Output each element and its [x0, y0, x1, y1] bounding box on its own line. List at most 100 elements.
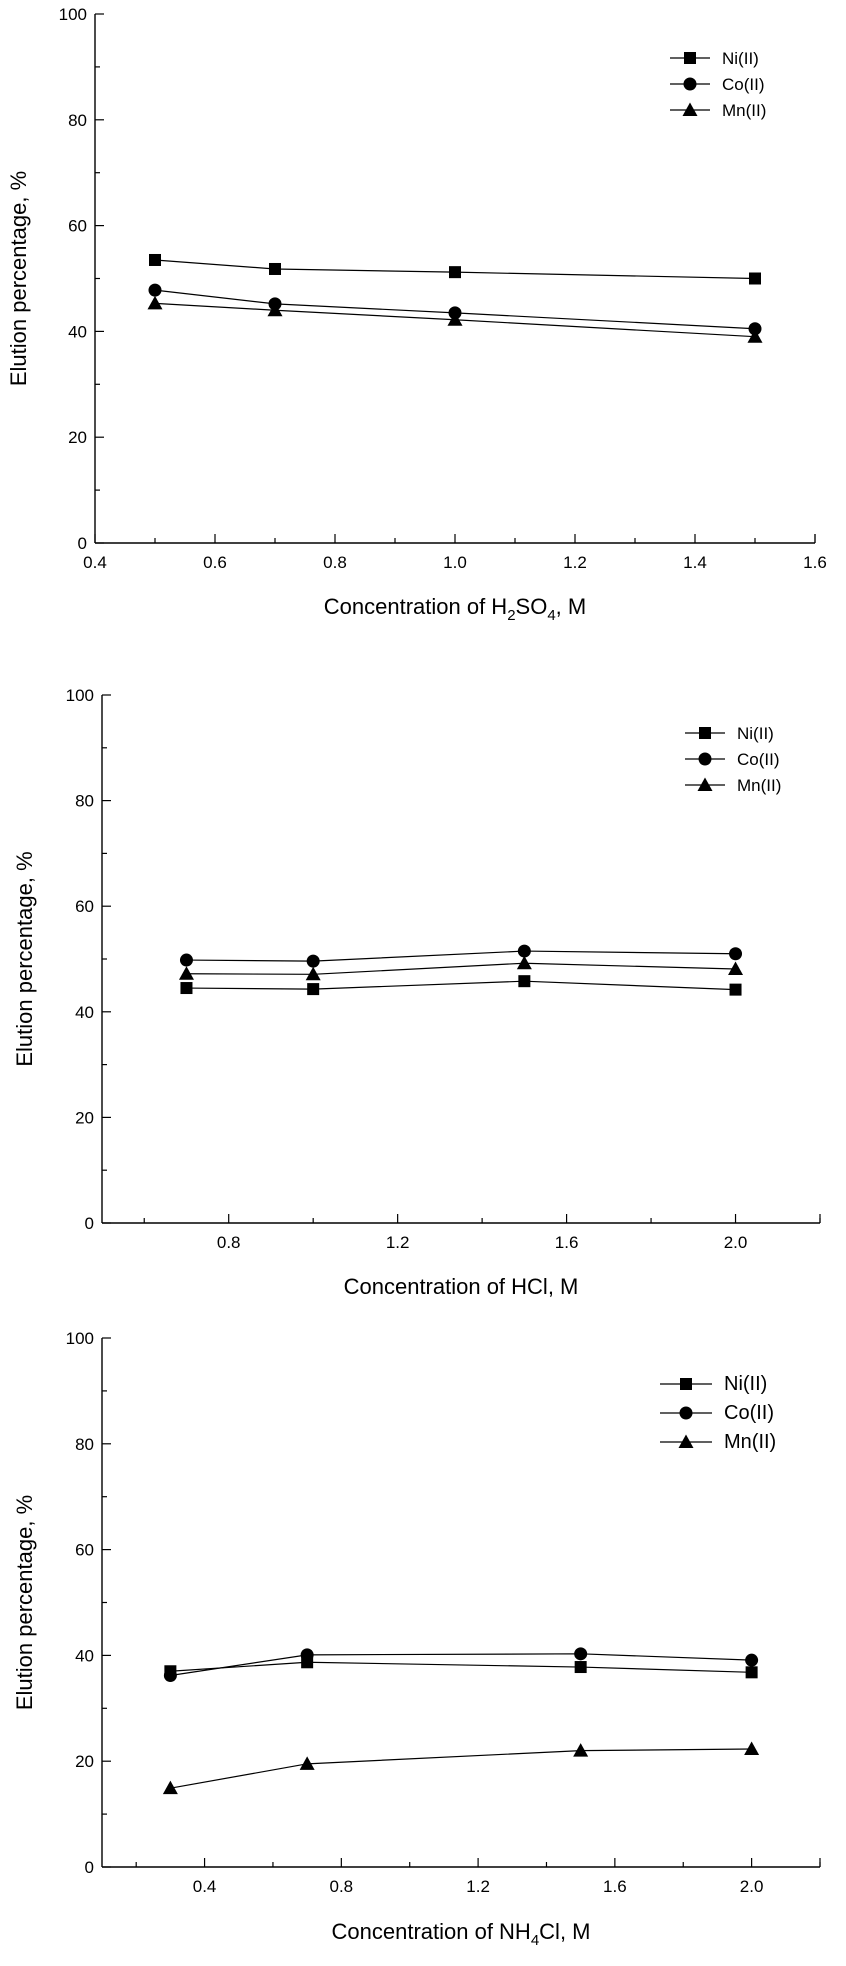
chart-3: 0 20 40 60 80 100 0.4 0.8 1.2 1.6 2.0 Ni(II) Co(II) M…	[12, 1329, 821, 1949]
data-point-square	[749, 272, 761, 285]
series-line	[154, 289, 756, 330]
series-square	[180, 975, 742, 996]
series-triangle	[147, 295, 763, 343]
data-point-circle	[574, 1647, 588, 1661]
x-axis-label: Concentration of H2SO4, M	[324, 594, 586, 624]
legend-label: Ni(II)	[722, 49, 759, 68]
data-point-triangle	[747, 329, 763, 343]
data-point-square	[269, 262, 281, 275]
y-axis-label: Elution percentage, %	[12, 851, 37, 1066]
x-tick-label: 1.6	[555, 1233, 579, 1252]
y-axis-label: Elution percentage, %	[12, 1495, 37, 1710]
data-point-triangle	[573, 1743, 589, 1757]
y-tick-label: 20	[75, 1752, 94, 1771]
x-tick-label: 0.4	[193, 1877, 217, 1896]
legend-label: Mn(II)	[737, 776, 781, 795]
series-triangle	[162, 1741, 760, 1795]
x-tick-label: 0.8	[217, 1233, 241, 1252]
legend-marker-triangle	[678, 1434, 694, 1448]
x-axis-label-text: , M	[556, 594, 587, 619]
legend: Ni(II) Co(II) Mn(II)	[685, 724, 781, 795]
legend-marker-circle	[679, 1406, 693, 1420]
series-line	[170, 1661, 752, 1673]
y-tick-label: 40	[68, 322, 87, 341]
y-tick-label: 20	[75, 1108, 94, 1127]
x-tick-label: 1.2	[563, 553, 587, 572]
data-point-circle	[517, 944, 531, 958]
legend-marker-square	[684, 52, 696, 64]
data-point-square	[307, 983, 320, 996]
legend-marker-triangle	[682, 102, 698, 116]
data-point-square	[745, 1666, 758, 1679]
x-axis-label-subscript: 4	[547, 607, 555, 624]
x-tick-label: 0.4	[83, 553, 107, 572]
y-tick-label: 80	[68, 111, 87, 130]
series-line	[186, 950, 736, 962]
y-tick-label: 40	[75, 1003, 94, 1022]
data-point-square	[149, 253, 161, 266]
y-tick-label: 0	[85, 1858, 94, 1877]
y-tick-label: 40	[75, 1646, 94, 1665]
series-circle	[148, 283, 762, 336]
x-tick-label: 1.4	[683, 553, 707, 572]
y-axis-label: Elution percentage, %	[6, 171, 31, 386]
data-point-square	[729, 983, 742, 996]
y-tick-label: 0	[78, 534, 87, 553]
data-point-triangle	[178, 966, 194, 980]
y-tick-label: 80	[75, 1435, 94, 1454]
x-axis-label-subscript: 4	[531, 1932, 539, 1949]
x-tick-label: 2.0	[724, 1233, 748, 1252]
y-tick-label: 100	[66, 1329, 94, 1348]
x-tick-label: 1.6	[603, 1877, 627, 1896]
data-point-circle	[148, 283, 162, 297]
legend-label: Co(II)	[722, 75, 765, 94]
legend-label: Mn(II)	[724, 1431, 776, 1453]
y-tick-label: 60	[68, 217, 87, 236]
data-point-circle	[179, 953, 193, 967]
data-point-circle	[748, 322, 762, 336]
chart-2: 0 20 40 60 80 100 0.8 1.2 1.6 2.0 Ni(II) Co(II) Mn(I…	[12, 686, 821, 1299]
data-point-circle	[163, 1669, 177, 1683]
legend-label: Co(II)	[724, 1402, 774, 1424]
series-square	[149, 253, 761, 285]
legend-label: Ni(II)	[724, 1373, 767, 1395]
y-tick-label: 0	[85, 1214, 94, 1233]
series-line	[154, 259, 756, 280]
series-line	[170, 1653, 752, 1677]
x-axis-label: Concentration of HCl, M	[344, 1274, 579, 1299]
x-axis-label-text: Cl, M	[539, 1919, 590, 1944]
legend-marker-square	[699, 727, 711, 739]
data-point-circle	[729, 947, 743, 961]
data-point-triangle	[516, 955, 532, 970]
x-axis-label-text: SO	[516, 594, 548, 619]
data-point-square	[449, 266, 461, 279]
series-line	[154, 302, 756, 338]
x-tick-label: 1.2	[466, 1877, 490, 1896]
y-tick-label: 100	[59, 5, 87, 24]
legend-label: Co(II)	[737, 750, 780, 769]
legend-label: Ni(II)	[737, 724, 774, 743]
data-point-triangle	[299, 1756, 315, 1770]
data-point-triangle	[305, 966, 321, 981]
x-tick-label: 0.8	[330, 1877, 354, 1896]
legend-label: Mn(II)	[722, 101, 766, 120]
series-line	[186, 962, 736, 975]
data-point-square	[518, 975, 531, 988]
x-axis-label-text: Concentration of NH	[332, 1919, 531, 1944]
series-circle	[179, 944, 743, 968]
legend: Ni(II) Co(II) Mn(II)	[670, 49, 766, 120]
x-tick-label: 2.0	[740, 1877, 764, 1896]
y-tick-label: 60	[75, 897, 94, 916]
data-point-circle	[745, 1653, 759, 1667]
x-axis-label: Concentration of NH4Cl, M	[332, 1919, 591, 1949]
chart-1: 0 20 40 60 80 100 0.4 0.6 0.8 1.0 1.2 1.4 1.6 Ni(II) C…	[6, 5, 827, 624]
data-point-triangle	[447, 312, 463, 326]
series-circle	[163, 1647, 759, 1683]
legend: Ni(II) Co(II) Mn(II)	[660, 1373, 776, 1453]
data-point-circle	[306, 954, 320, 968]
legend-marker-triangle	[697, 777, 713, 791]
y-tick-label: 80	[75, 792, 94, 811]
data-point-triangle	[728, 961, 744, 976]
